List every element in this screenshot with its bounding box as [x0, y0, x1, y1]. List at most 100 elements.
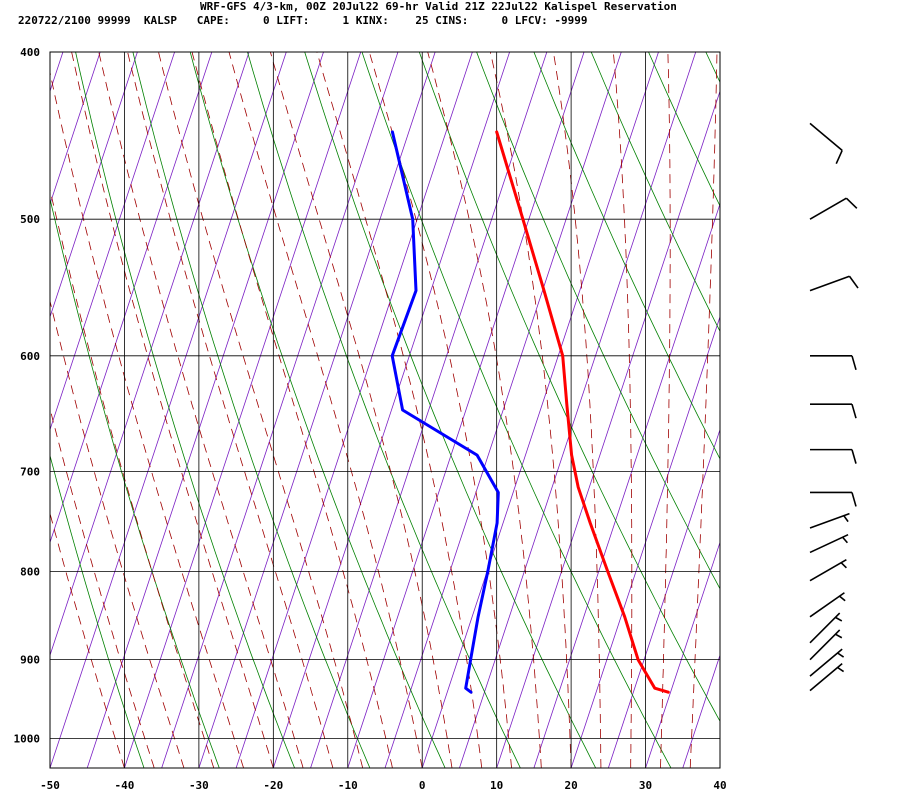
- x-tick-label: -40: [115, 779, 135, 792]
- x-tick-label: 30: [639, 779, 652, 792]
- wind-barb-staff: [809, 612, 841, 644]
- dry-adiabat-line: [132, 52, 371, 768]
- isotherm-line: [198, 52, 436, 768]
- moist-adiabat-line: [158, 52, 364, 768]
- moist-adiabat-line: [750, 52, 802, 768]
- wind-barb-staff: [809, 648, 843, 677]
- wind-barb: [809, 197, 858, 220]
- wind-barb: [809, 663, 845, 692]
- y-tick-label: 700: [20, 465, 40, 478]
- x-tick-label: -50: [40, 779, 60, 792]
- moist-adiabat-line: [689, 52, 718, 768]
- wind-barb: [809, 559, 847, 582]
- moist-adiabat-line: [368, 52, 512, 768]
- wind-barb-flag: [851, 403, 857, 419]
- wind-barb-flag: [851, 355, 857, 371]
- dry-adiabat-line: [705, 52, 720, 84]
- dewpoint-profile: [390, 130, 500, 694]
- wind-barb-half-flag: [840, 562, 847, 569]
- wind-barb-half-flag: [838, 595, 846, 602]
- wind-barb: [809, 512, 850, 529]
- isotherm-line: [124, 52, 362, 768]
- moist-adiabat-line: [553, 52, 602, 768]
- isotherm-line: [719, 766, 720, 768]
- x-tick-label: 0: [419, 779, 426, 792]
- isotherm-line: [50, 52, 213, 544]
- isotherm-line: [50, 52, 250, 657]
- wind-barb: [809, 533, 849, 554]
- wind-barb: [809, 629, 843, 661]
- dry-adiabat-line: [75, 52, 295, 768]
- wind-barb: [809, 275, 859, 292]
- moist-adiabat-line: [50, 70, 244, 768]
- y-tick-label: 800: [20, 565, 40, 578]
- isotherm-line: [421, 52, 659, 768]
- moist-adiabat-line: [719, 760, 720, 768]
- wind-barb-staff: [809, 663, 843, 692]
- moist-adiabat-line: [50, 407, 155, 768]
- dry-adiabat-line: [820, 52, 900, 768]
- wind-barb-flag: [851, 449, 857, 464]
- x-tick-label: -30: [189, 779, 209, 792]
- dry-adiabat-line: [533, 52, 720, 460]
- isotherm-line: [50, 52, 175, 431]
- grid: [49, 51, 721, 769]
- chart-title: WRF-GFS 4/3-km, 00Z 20Jul22 69-hr Valid …: [200, 0, 677, 13]
- dry-adiabat-line: [50, 196, 220, 768]
- moist-adiabat-line: [98, 52, 304, 768]
- wind-barb-staff: [809, 559, 847, 582]
- x-tick-label: -20: [263, 779, 283, 792]
- isotherm-line: [384, 52, 622, 768]
- wind-barb-staff: [809, 533, 849, 554]
- isotherm-line: [645, 541, 720, 768]
- isotherm-line: [459, 52, 697, 768]
- x-tick-label: 40: [713, 779, 726, 792]
- wind-barb-staff: [809, 197, 847, 220]
- wind-barb-half-flag: [835, 616, 843, 622]
- plot-frame: [49, 51, 721, 769]
- dry-adiabat-line: [189, 52, 446, 768]
- dry-adiabat-line: [590, 52, 720, 333]
- y-tick-label: 1000: [14, 733, 41, 746]
- dry-adiabat-line: [50, 454, 145, 768]
- moist-adiabat-line: [50, 512, 125, 768]
- isotherm-line: [161, 52, 399, 768]
- isotherm-line: [347, 52, 585, 768]
- isotherm-line: [496, 89, 720, 768]
- y-tick-label: 400: [20, 46, 40, 59]
- wind-barb-half-flag: [843, 515, 849, 523]
- axes: -50 -40 -30 -20 -10 0 10 20 30 40 400 500 600 700 800 9…: [14, 46, 727, 792]
- wind-barb: [810, 448, 857, 464]
- isotherm-line: [50, 52, 101, 206]
- x-tick-label: 10: [490, 779, 503, 792]
- dry-adiabat-line: [304, 52, 597, 768]
- dry-adiabat-line: [763, 52, 900, 768]
- isotherm-line: [50, 52, 138, 319]
- wind-barb-half-flag: [842, 536, 849, 544]
- moist-adiabat-line: [50, 187, 215, 768]
- dry-adiabat-line: [361, 52, 672, 768]
- x-tick-label: 20: [564, 779, 577, 792]
- wind-barb: [810, 403, 857, 419]
- wind-barb: [809, 122, 843, 165]
- dry-adiabat-line: [878, 52, 900, 768]
- isotherm-line: [570, 315, 720, 768]
- isotherm-line: [86, 52, 324, 768]
- wind-barb-staff: [809, 512, 850, 529]
- moist-adiabat-line: [660, 52, 671, 768]
- moist-adiabat-line: [50, 299, 185, 768]
- moist-adiabat-line: [316, 52, 483, 768]
- dry-adiabat-line: [418, 52, 720, 722]
- wind-barb-flag: [848, 275, 859, 289]
- wind-barb: [810, 491, 857, 507]
- moist-adiabat-line: [191, 52, 393, 768]
- profiles: [390, 130, 670, 694]
- isotherm-line: [235, 52, 473, 768]
- moist-adiabat-line: [489, 52, 572, 768]
- dry-adiabat-line: [476, 52, 720, 590]
- background-lines: [50, 52, 900, 768]
- wind-barb: [809, 592, 846, 618]
- isotherm-line: [794, 52, 900, 768]
- wind-barb-flag: [835, 150, 843, 165]
